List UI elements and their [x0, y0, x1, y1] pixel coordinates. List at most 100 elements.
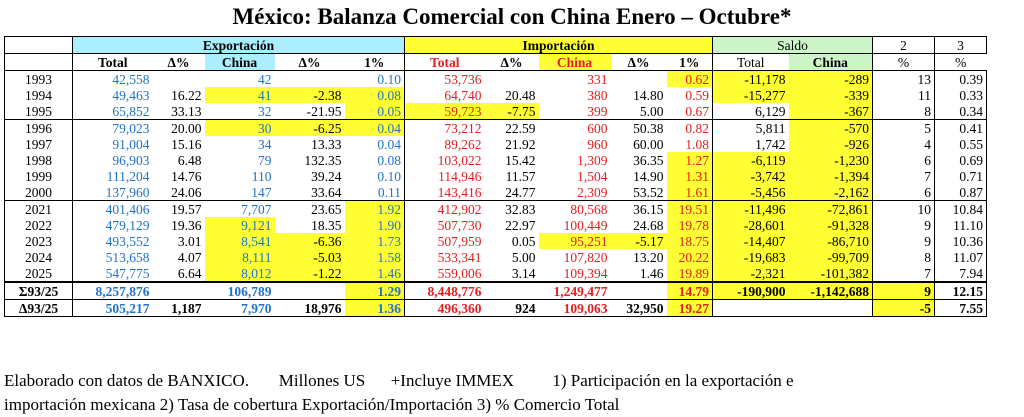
subheader-12: %: [872, 53, 935, 71]
cell-it: 53,736: [404, 70, 485, 87]
cell-it: 73,212: [404, 119, 485, 136]
cell-ic: 331: [538, 70, 611, 87]
cell-ic: 600: [538, 119, 611, 136]
cell-it: 507,730: [404, 217, 485, 233]
year-cell: 2023: [4, 233, 73, 249]
cell-ed: [152, 281, 205, 300]
cell-ecd: -1.22: [274, 265, 345, 282]
year-cell: 2025: [4, 265, 73, 282]
cell-ed: 4.07: [177, 249, 202, 265]
cell-p2: 8: [872, 103, 935, 120]
cell-i1: 0.67: [685, 103, 709, 119]
cell-icd: 36.15: [610, 200, 667, 217]
saldo-group-header: Saldo: [712, 36, 873, 54]
year-cell: 2021: [4, 200, 73, 217]
cell-ecd: 13.33: [311, 136, 342, 152]
cell-ed: 1,187: [152, 299, 205, 317]
cell-i1: 1.08: [685, 136, 709, 152]
cell-ecd: 39.24: [311, 168, 342, 184]
cell-ec: 9,121: [204, 217, 275, 233]
cell-i1: 18.75: [666, 233, 713, 249]
subheader-9: 1%: [679, 54, 700, 70]
cell-ic: 95,251: [538, 233, 611, 249]
cell-icd: 60.00: [633, 136, 664, 152]
cell-e1: 1.90: [344, 217, 405, 233]
cell-et: 42,558: [72, 70, 153, 87]
cell-i1: 1.61: [666, 184, 713, 201]
cell-p2: 6: [872, 152, 935, 168]
cell-sc: -289: [788, 70, 873, 87]
cell-ed: 3.01: [177, 233, 202, 249]
cell-et: 137,960: [72, 184, 153, 201]
cell-ecd: 23.65: [274, 200, 345, 217]
cell-st: 1,742: [712, 136, 789, 152]
cell-icd: -5.17: [610, 233, 667, 249]
year-cell: 1995: [4, 103, 73, 120]
cell-ec: 8,111: [204, 249, 275, 265]
cell-i1: 19.78: [666, 217, 713, 233]
cell-ic: 1,249,477: [538, 281, 611, 300]
cell-ed: 6.48: [177, 152, 202, 168]
cell-ecd: -6.25: [274, 119, 345, 136]
units-note: Millones US: [278, 371, 366, 390]
cell-it: 59,723: [404, 103, 485, 120]
cell-icd: [610, 281, 667, 300]
cell-p3: 0.69: [934, 152, 987, 168]
cell-p3: 7.94: [934, 265, 987, 282]
cell-st: -2,321: [712, 265, 789, 282]
cell-p3: 11.07: [934, 249, 987, 265]
cell-icd: 50.38: [610, 119, 667, 136]
cell-et: 513,658: [72, 249, 153, 265]
subheader-4: 1%: [364, 54, 385, 70]
table-row: Σ93/25 8,257,876 106,789 1.29 8,448,776 1,249…: [4, 281, 987, 300]
subheader-7: China: [538, 53, 611, 71]
subheader-2: China: [204, 53, 275, 71]
cell-p3: 0.33: [934, 87, 987, 103]
cell-e1: 1.92: [344, 200, 405, 217]
cell-id: 5.00: [511, 249, 536, 265]
cell-i1: 14.79: [666, 281, 713, 300]
cell-p2: 11: [872, 87, 935, 103]
cell-icd: 36.35: [633, 152, 664, 168]
import-group-header: Importación: [404, 36, 713, 54]
cell-p2: 8: [872, 249, 935, 265]
year-cell: Δ93/25: [4, 299, 73, 317]
cell-ecd: 132.35: [304, 152, 342, 168]
table-row: Δ93/25 505,217 1,187 7,970 18,976 1.36 496,360…: [4, 299, 987, 317]
cell-sc: -1,142,688: [788, 281, 873, 300]
table-row: 1994 49,463 16.22 41 -2.38 0.08 64,740 20.48 380…: [4, 87, 987, 103]
cell-p3: 10.84: [934, 200, 987, 217]
cell-e1: 1.29: [344, 281, 405, 300]
cell-e1: 0.08: [377, 152, 401, 168]
source-note: Elaborado con datos de BANXICO.: [4, 371, 250, 390]
cell-st: -190,900: [712, 281, 789, 300]
cell-it: 412,902: [404, 200, 485, 217]
cell-st: [712, 299, 789, 317]
cell-sc: -99,709: [788, 249, 873, 265]
cell-st: -6,119: [712, 152, 789, 168]
cell-id: 3.14: [511, 265, 536, 281]
cell-p3: 0.41: [934, 119, 987, 136]
cell-it: 8,448,776: [404, 281, 485, 300]
cell-ec: 79: [258, 152, 272, 168]
cell-st: -3,742: [712, 168, 789, 184]
cell-et: 479,129: [72, 217, 153, 233]
table-row: 1995 65,852 33.13 32 -21.95 0.05 59,723 -7.75 39…: [4, 103, 987, 120]
table-row: 1999 111,204 14.76 110 39.24 0.10 114,946 11.57…: [4, 168, 987, 184]
year-cell: 2022: [4, 217, 73, 233]
table-row: 2023 493,552 3.01 8,541 -6.36 1.73 507,959 0.05…: [4, 233, 987, 249]
subheader-11: China: [788, 53, 873, 71]
cell-it: 114,946: [404, 168, 485, 184]
cell-ec: 110: [251, 168, 272, 184]
year-cell: 2000: [4, 184, 73, 201]
cell-sc: [788, 299, 873, 317]
cell-sc: -926: [788, 136, 873, 152]
cell-e1: 1.36: [344, 299, 405, 317]
year-cell: 1999: [4, 168, 73, 184]
subheader-0: Total: [72, 53, 153, 71]
cell-p3: 10.36: [934, 233, 987, 249]
year-cell: 1993: [4, 70, 73, 87]
cell-sc: -91,328: [788, 217, 873, 233]
cell-p3: 11.10: [934, 217, 987, 233]
cell-ec: 106,789: [204, 281, 275, 300]
